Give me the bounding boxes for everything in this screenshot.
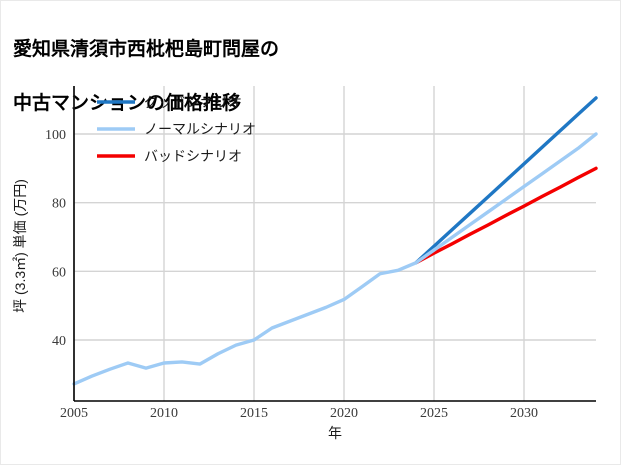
series-line [414, 96, 598, 265]
series-line [414, 166, 598, 265]
y-axis-title: 坪 (3.3㎡) 単価 (万円) [12, 179, 28, 313]
series-lines [72, 96, 598, 386]
chart-title-line-1: 愛知県清須市西枇杷島町問屋の [13, 39, 280, 60]
y-tick-label: 80 [52, 197, 66, 212]
tick-labels: 2005 2010 2015 2020 2025 2030 40 60 80 100 [45, 128, 538, 421]
x-tick-label: 2030 [510, 406, 538, 421]
x-tick-label: 2020 [330, 406, 358, 421]
x-tick-label: 2010 [150, 406, 178, 421]
gridlines [73, 86, 596, 401]
axis-titles: 年 坪 (3.3㎡) 単価 (万円) [12, 179, 342, 441]
x-tick-label: 2025 [420, 406, 448, 421]
y-tick-label: 40 [52, 334, 66, 349]
y-tick-label: 100 [45, 128, 66, 143]
y-tick-label: 60 [52, 265, 66, 280]
legend-label: ノーマルシナリオ [144, 121, 256, 137]
x-tick-label: 2015 [240, 406, 268, 421]
x-tick-label: 2005 [60, 406, 88, 421]
series-line [72, 132, 598, 386]
legend-label: バッドシナリオ [144, 148, 242, 164]
x-axis-title: 年 [328, 425, 342, 441]
axis-lines [73, 86, 596, 402]
legend-label: グッドシナリオ [144, 94, 242, 110]
